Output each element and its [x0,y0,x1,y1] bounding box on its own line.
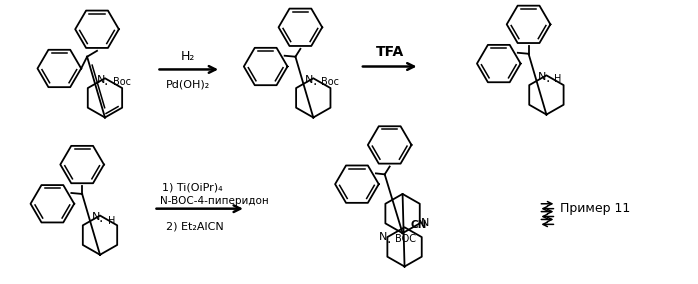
Text: N: N [538,72,547,82]
Text: Пример 11: Пример 11 [560,202,630,215]
Text: .: . [104,74,108,88]
Text: N: N [379,232,387,242]
Text: 1) Ti(OiPr)₄: 1) Ti(OiPr)₄ [161,182,222,192]
Text: N: N [92,212,101,222]
Text: N-BOC-4-пиперидон: N-BOC-4-пиперидон [160,196,268,206]
Text: H: H [108,216,115,226]
Text: .: . [545,71,549,85]
Text: 2) Et₂AlCN: 2) Et₂AlCN [166,221,224,231]
Text: Boc: Boc [321,77,339,87]
Text: .: . [386,232,391,246]
Text: Pd(OH)₂: Pd(OH)₂ [166,79,210,89]
Text: TFA: TFA [376,45,404,59]
Text: .: . [312,74,316,88]
Text: BOC: BOC [395,234,416,244]
Text: .: . [99,212,103,225]
Text: N: N [421,218,429,228]
Text: CN: CN [410,220,427,230]
Text: N: N [305,75,313,85]
Text: H: H [554,74,562,84]
Text: N: N [97,75,105,85]
Text: Boc: Boc [113,77,131,87]
Text: H₂: H₂ [181,50,195,63]
